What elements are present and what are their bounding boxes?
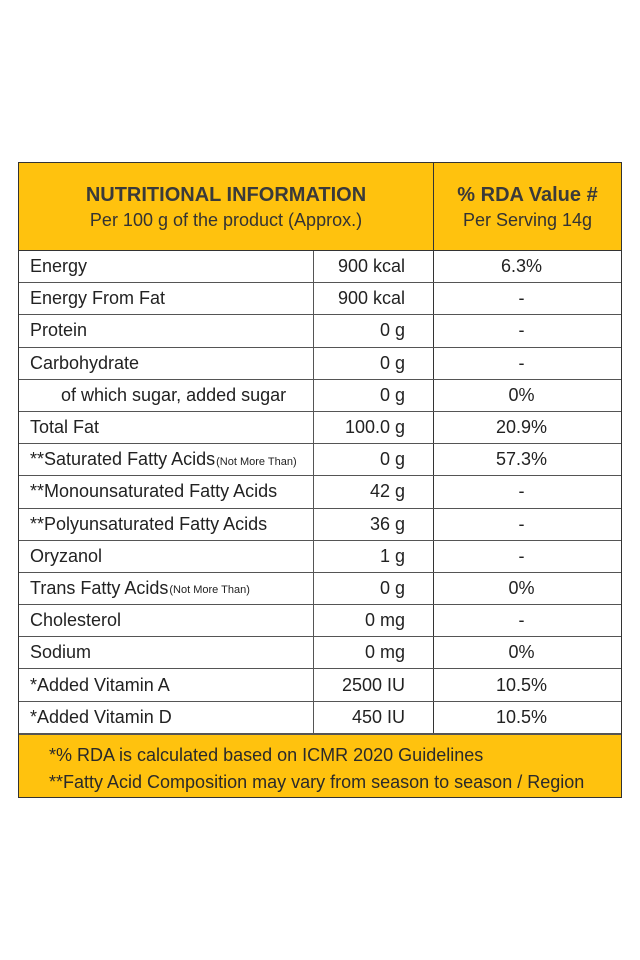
nutrient-name: Total Fat	[19, 411, 314, 444]
header-rda-cell: % RDA Value # Per Serving 14g	[434, 163, 621, 250]
nutrient-amount: 36 g	[314, 508, 434, 540]
nutrient-name: Sodium	[19, 637, 314, 669]
nutrient-amount: 42 g	[314, 476, 434, 508]
nutrient-amount: 0 mg	[314, 637, 434, 669]
table-row: Carbohydrate 0 g -	[19, 347, 621, 380]
nutrient-rda: 0%	[508, 642, 535, 663]
nutrient-label: Energy	[30, 256, 88, 277]
nutrient-name: Energy	[19, 251, 314, 283]
header-rda-title: % RDA Value #	[457, 183, 598, 206]
table-row: Oryzanol 1 g -	[19, 540, 621, 573]
nutrient-label: Total Fat	[30, 417, 100, 438]
nutrient-amount: 0 g	[314, 379, 434, 411]
nutrient-name: *Added Vitamin A	[19, 669, 314, 701]
nutrient-amount: 0 mg	[314, 605, 434, 637]
table-row: **Polyunsaturated Fatty Acids 36 g -	[19, 508, 621, 541]
nutrient-name: **Polyunsaturated Fatty Acids	[19, 508, 314, 540]
header-nutrition-cell: NUTRITIONAL INFORMATION Per 100 g of the…	[19, 163, 434, 250]
nutrient-rda: -	[518, 352, 525, 373]
nutrient-rda: -	[518, 288, 525, 309]
nutrient-amount: 900 kcal	[314, 251, 434, 283]
table-footer: *% RDA is calculated based on ICMR 2020 …	[19, 733, 621, 797]
nutrient-rda: 0%	[508, 577, 535, 598]
nutrient-rda: -	[518, 610, 525, 631]
nutrient-name: *Added Vitamin D	[19, 701, 314, 733]
nutrient-label: Cholesterol	[30, 610, 122, 631]
nutrition-table: NUTRITIONAL INFORMATION Per 100 g of the…	[18, 162, 622, 798]
nutrient-amount: 100.0 g	[314, 411, 434, 444]
nutrient-label: **Saturated Fatty Acids	[30, 449, 216, 470]
nutrient-amount: 0 g	[314, 444, 434, 476]
nutrient-rda: 10.5%	[495, 674, 548, 695]
nutrient-name: of which sugar, added sugar	[19, 379, 314, 411]
nutrient-amount: 0 g	[314, 572, 434, 605]
table-row: *Added Vitamin A 2500 IU 10.5%	[19, 669, 621, 702]
nutrient-name: Energy From Fat	[19, 283, 314, 315]
nutrient-name: Protein	[19, 315, 314, 347]
nutrient-rda: -	[518, 320, 525, 341]
nutrient-rda: 6.3%	[500, 256, 543, 277]
header-rda-subtitle: Per Serving 14g	[462, 209, 593, 230]
nutrient-note: (Not More Than)	[169, 584, 250, 597]
nutrient-note: (Not More Than)	[216, 455, 297, 468]
nutrient-label: Energy From Fat	[30, 288, 166, 309]
nutrient-label: Oryzanol	[30, 545, 103, 566]
nutrient-rda: 0%	[508, 384, 535, 405]
nutrient-amount: 900 kcal	[314, 283, 434, 315]
nutrient-amount: 450 IU	[314, 701, 434, 733]
header-title: NUTRITIONAL INFORMATION	[85, 183, 367, 206]
nutrient-name: **Monounsaturated Fatty Acids	[19, 476, 314, 508]
table-row: Energy From Fat 900 kcal -	[19, 283, 621, 316]
nutrient-amount: 0 g	[314, 347, 434, 379]
nutrient-label: Trans Fatty Acids	[30, 577, 169, 598]
nutrient-name: Carbohydrate	[19, 347, 314, 379]
nutrient-rda: -	[518, 513, 525, 534]
nutrient-rda: 57.3%	[495, 449, 548, 470]
table-row: of which sugar, added sugar 0 g 0%	[19, 379, 621, 412]
nutrient-name: **Saturated Fatty Acids (Not More Than)	[19, 444, 314, 476]
nutrient-label: Sodium	[30, 642, 92, 663]
nutrient-label: **Monounsaturated Fatty Acids	[30, 481, 278, 502]
nutrient-amount: 2500 IU	[314, 669, 434, 701]
table-row: Cholesterol 0 mg -	[19, 605, 621, 638]
nutrient-label: **Polyunsaturated Fatty Acids	[30, 513, 268, 534]
table-row: Trans Fatty Acids (Not More Than) 0 g 0%	[19, 572, 621, 606]
nutrient-label: *Added Vitamin D	[30, 706, 172, 727]
nutrient-label: of which sugar, added sugar	[61, 384, 287, 405]
table-row: Energy 900 kcal 6.3%	[19, 251, 621, 284]
table-body: Energy 900 kcal 6.3% Energy From Fat 900…	[19, 251, 621, 734]
header-subtitle: Per 100 g of the product (Approx.)	[89, 209, 363, 230]
nutrient-label: *Added Vitamin A	[30, 674, 170, 695]
nutrient-amount: 1 g	[314, 540, 434, 572]
table-row: **Monounsaturated Fatty Acids 42 g -	[19, 476, 621, 509]
table-row: Total Fat 100.0 g 20.9%	[19, 411, 621, 445]
table-row: Protein 0 g -	[19, 315, 621, 348]
nutrient-name: Cholesterol	[19, 605, 314, 637]
nutrient-rda: -	[518, 481, 525, 502]
nutrient-label: Protein	[30, 320, 88, 341]
nutrient-name: Oryzanol	[19, 540, 314, 572]
nutrient-rda: 10.5%	[495, 706, 548, 727]
nutrient-label: Carbohydrate	[30, 352, 140, 373]
table-row: Sodium 0 mg 0%	[19, 637, 621, 670]
table-row: **Saturated Fatty Acids (Not More Than) 0…	[19, 444, 621, 477]
nutrient-amount: 0 g	[314, 315, 434, 347]
nutrient-rda: -	[518, 545, 525, 566]
footnote-rda: *% RDA is calculated based on ICMR 2020 …	[49, 744, 484, 765]
table-header: NUTRITIONAL INFORMATION Per 100 g of the…	[19, 163, 621, 251]
nutrient-name: Trans Fatty Acids (Not More Than)	[19, 572, 314, 605]
table-row: *Added Vitamin D 450 IU 10.5%	[19, 701, 621, 734]
nutrient-rda: 20.9%	[495, 417, 548, 438]
footnote-fatty-acid: **Fatty Acid Composition may vary from s…	[49, 771, 585, 792]
